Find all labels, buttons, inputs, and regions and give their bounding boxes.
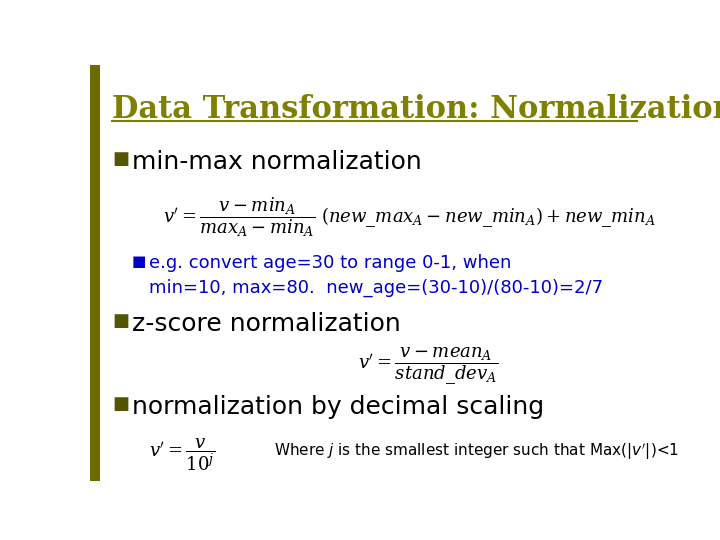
Text: $v'=\dfrac{v - mean_A}{stand\_dev_A}$: $v'=\dfrac{v - mean_A}{stand\_dev_A}$ [358,346,498,387]
Bar [90,65,100,481]
Text: ■: ■ [112,395,130,413]
Text: $v'=\dfrac{v}{10^j}$: $v'=\dfrac{v}{10^j}$ [148,437,215,474]
Text: normalization by decimal scaling: normalization by decimal scaling [132,395,544,420]
Text: ■: ■ [112,312,130,330]
Text: ■: ■ [132,254,146,269]
Text: e.g. convert age=30 to range 0-1, when
min=10, max=80.  new_age=(30-10)/(80-10)=: e.g. convert age=30 to range 0-1, when m… [148,254,603,297]
Text: $v'=\dfrac{v - min_A}{max_A - min_A}\ (new\_max_A - new\_min_A) + new\_min_A$: $v'=\dfrac{v - min_A}{max_A - min_A}\ (n… [163,196,655,239]
Text: Where $j$ is the smallest integer such that Max(|$v'$|)<1: Where $j$ is the smallest integer such t… [274,441,679,462]
Text: min-max normalization: min-max normalization [132,150,422,174]
Text: ■: ■ [112,150,130,168]
Text: Data Transformation: Normalization: Data Transformation: Normalization [112,94,720,125]
Text: z-score normalization: z-score normalization [132,312,400,336]
